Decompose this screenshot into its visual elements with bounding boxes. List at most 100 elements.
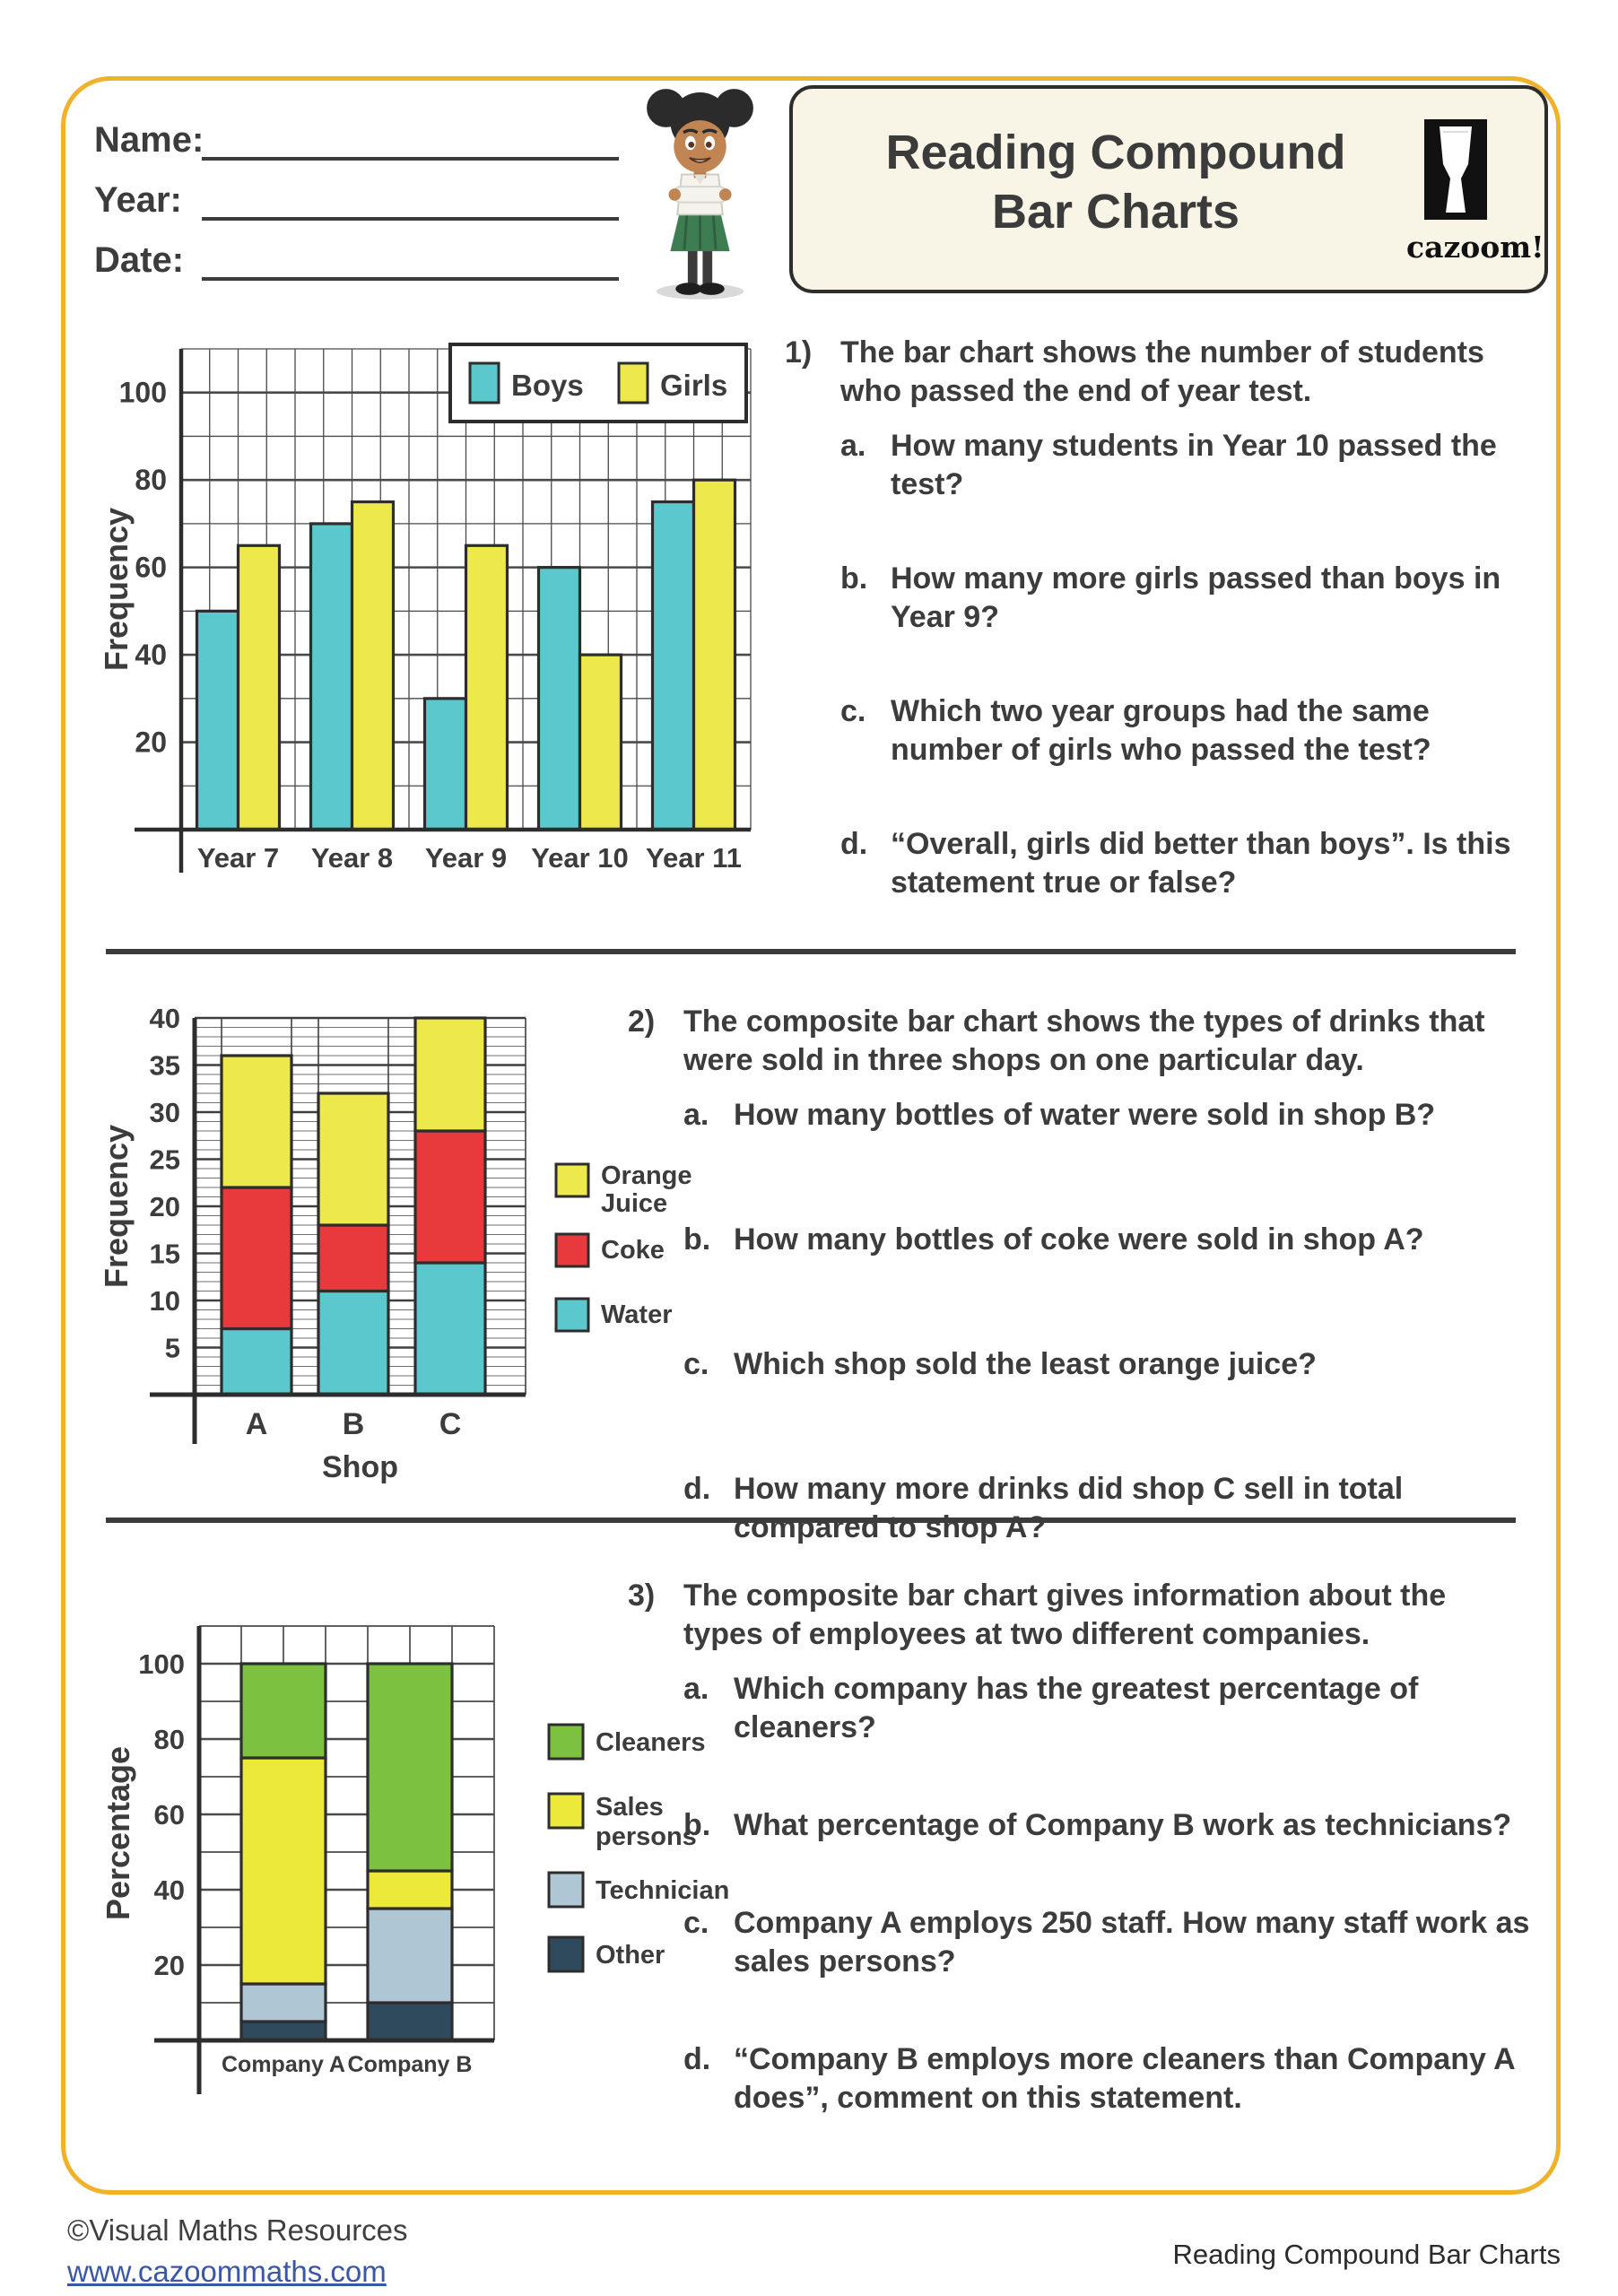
part-text: How many more girls passed than boys in … [891, 561, 1501, 634]
student-cartoon-svg [647, 89, 753, 300]
part-text: Which company has the greatest percentag… [734, 1672, 1419, 1744]
question-3c: c. Company A employs 250 staff. How many… [683, 1904, 1538, 1981]
cazoom-logo-text: cazoom! [1406, 230, 1544, 265]
part-label: d. [840, 827, 868, 861]
question-intro-text: The bar chart shows the number of studen… [840, 335, 1484, 408]
date-field-row: Date: [94, 221, 619, 281]
year-label: Year: [94, 180, 182, 220]
x-tick-shop-c: C [439, 1407, 462, 1441]
question-2c: c. Which shop sold the least orange juic… [683, 1345, 1538, 1384]
question-1: 1) The bar chart shows the number of stu… [785, 334, 1538, 958]
chart-employees-stacked-bar: Company A Company B 20 40 60 80 100 Percentage C… [100, 1568, 744, 2146]
x-tick-company-b: Company B [348, 2052, 473, 2077]
bar-year-7-boys [195, 609, 240, 831]
y-axis-title: Frequency [100, 508, 135, 671]
bar-year-10-boys [536, 566, 582, 831]
legend-swatch-boys [468, 361, 500, 404]
part-text: “Overall, girls did better than boys”. I… [891, 827, 1511, 900]
part-text: How many students in Year 10 passed the … [891, 429, 1497, 501]
segment-company-b-other [366, 2001, 454, 2042]
segment-company-a-sales-persons [239, 1756, 327, 1986]
chart-drinks-stacked-bar: A B C 5 10 15 20 25 30 35 40 Frequency Shop Orange Jui… [98, 994, 728, 1508]
question-2: 2) The composite bar chart shows the typ… [628, 1003, 1538, 1633]
segment-company-a-technicians [239, 1982, 327, 2023]
segment-shop-a-coke [220, 1186, 293, 1331]
segment-company-a-cleaners [239, 1662, 327, 1760]
y-tick-40: 40 [135, 639, 167, 671]
chart-students-grouped-bar: Year 7 Year 8 Year 9 Year 10 Year 11 20 40 60 80… [98, 325, 771, 892]
date-field-line [202, 236, 619, 281]
x-tick-year-9: Year 9 [425, 842, 507, 874]
x-tick-shop-a: A [246, 1407, 268, 1441]
chart2-svg: A B C 5 10 15 20 25 30 35 40 Frequency Shop Orange Jui… [98, 1003, 692, 1484]
year-field-line [202, 176, 619, 221]
cazoom-logo-icon [1424, 119, 1487, 220]
bar-year-8-girls [350, 500, 396, 831]
question-intro-text: The composite bar chart gives informatio… [683, 1578, 1447, 1651]
legend-label-girls: Girls [660, 369, 727, 402]
y-tick-15: 15 [150, 1239, 180, 1270]
segment-shop-b-water [317, 1289, 390, 1396]
cazoom-logo: cazoom! [1406, 119, 1544, 265]
x-tick-shop-b: B [343, 1407, 365, 1441]
y-axis-title: Frequency [100, 1125, 135, 1288]
legend-label-other: Other [596, 1941, 665, 1970]
part-label: c. [840, 694, 866, 728]
bar-year-11-girls [692, 478, 737, 831]
legend-label-technicians: Technicians [596, 1876, 728, 1905]
legend-label-coke: Coke [601, 1236, 665, 1265]
y-tick-5: 5 [165, 1333, 180, 1364]
y-tick-60: 60 [154, 1799, 185, 1831]
bar-year-9-girls [464, 544, 509, 831]
x-tick-year-10: Year 10 [531, 842, 629, 874]
segment-shop-a-orange-juice [220, 1054, 293, 1189]
bar-year-11-boys [650, 500, 696, 831]
question-3: 3) The composite bar chart gives informa… [628, 1577, 1538, 2177]
y-tick-35: 35 [150, 1050, 180, 1082]
footer-left: ©Visual Maths Resources www.cazoommaths.… [67, 2210, 408, 2292]
question-number: 3) [628, 1578, 656, 1613]
y-tick-20: 20 [150, 1191, 180, 1222]
legend-swatch-technicians [547, 1871, 585, 1909]
part-label: c. [683, 1906, 709, 1940]
y-tick-80: 80 [135, 464, 167, 496]
y-tick-100: 100 [119, 377, 167, 409]
question-1d: d. “Overall, girls did better than boys”… [840, 825, 1538, 902]
segment-company-b-sales-persons [366, 1869, 454, 1910]
y-tick-80: 80 [154, 1724, 185, 1755]
question-1c: c. Which two year groups had the same nu… [840, 692, 1538, 770]
segment-shop-b-orange-juice [317, 1091, 390, 1227]
segment-company-b-cleaners [366, 1662, 454, 1873]
name-field-row: Name: [94, 100, 619, 161]
part-text: How many bottles of water were sold in s… [734, 1098, 1436, 1132]
y-tick-20: 20 [154, 1950, 185, 1981]
legend-swatch-sales-persons [547, 1792, 585, 1830]
y-tick-10: 10 [150, 1285, 180, 1317]
question-number: 1) [785, 335, 813, 370]
section-divider-1 [106, 949, 1516, 954]
legend-swatch-water [554, 1297, 590, 1333]
part-text: Which two year groups had the same numbe… [891, 694, 1431, 767]
question-2b: b. How many bottles of coke were sold in… [683, 1221, 1538, 1259]
worksheet-border-frame [61, 76, 1561, 2195]
question-1a: a. How many students in Year 10 passed t… [840, 427, 1538, 504]
question-3d: d. “Company B employs more cleaners than… [683, 2040, 1538, 2118]
y-tick-40: 40 [150, 1003, 180, 1034]
segment-shop-c-orange-juice [413, 1016, 487, 1133]
website-link[interactable]: www.cazoommaths.com [67, 2255, 387, 2288]
bar-year-7-girls [236, 544, 282, 831]
y-tick-40: 40 [154, 1874, 185, 1906]
section-divider-2 [106, 1518, 1516, 1523]
segment-shop-c-coke [413, 1129, 487, 1265]
x-tick-year-11: Year 11 [646, 842, 742, 874]
question-intro-text: The composite bar chart shows the types … [683, 1004, 1485, 1077]
segment-shop-b-coke [317, 1223, 390, 1293]
part-text: Company A employs 250 staff. How many st… [734, 1906, 1530, 1979]
part-label: c. [683, 1347, 709, 1381]
legend-label-sales-persons: Sales persons [596, 1793, 697, 1851]
part-label: b. [840, 561, 868, 596]
legend-label-water: Water [601, 1300, 673, 1329]
legend-swatch-cleaners [547, 1723, 585, 1761]
year-field-row: Year: [94, 161, 619, 221]
segment-shop-a-water [220, 1326, 293, 1396]
